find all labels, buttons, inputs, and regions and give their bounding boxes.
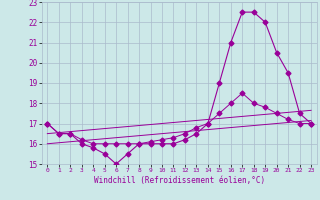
- X-axis label: Windchill (Refroidissement éolien,°C): Windchill (Refroidissement éolien,°C): [94, 176, 265, 185]
